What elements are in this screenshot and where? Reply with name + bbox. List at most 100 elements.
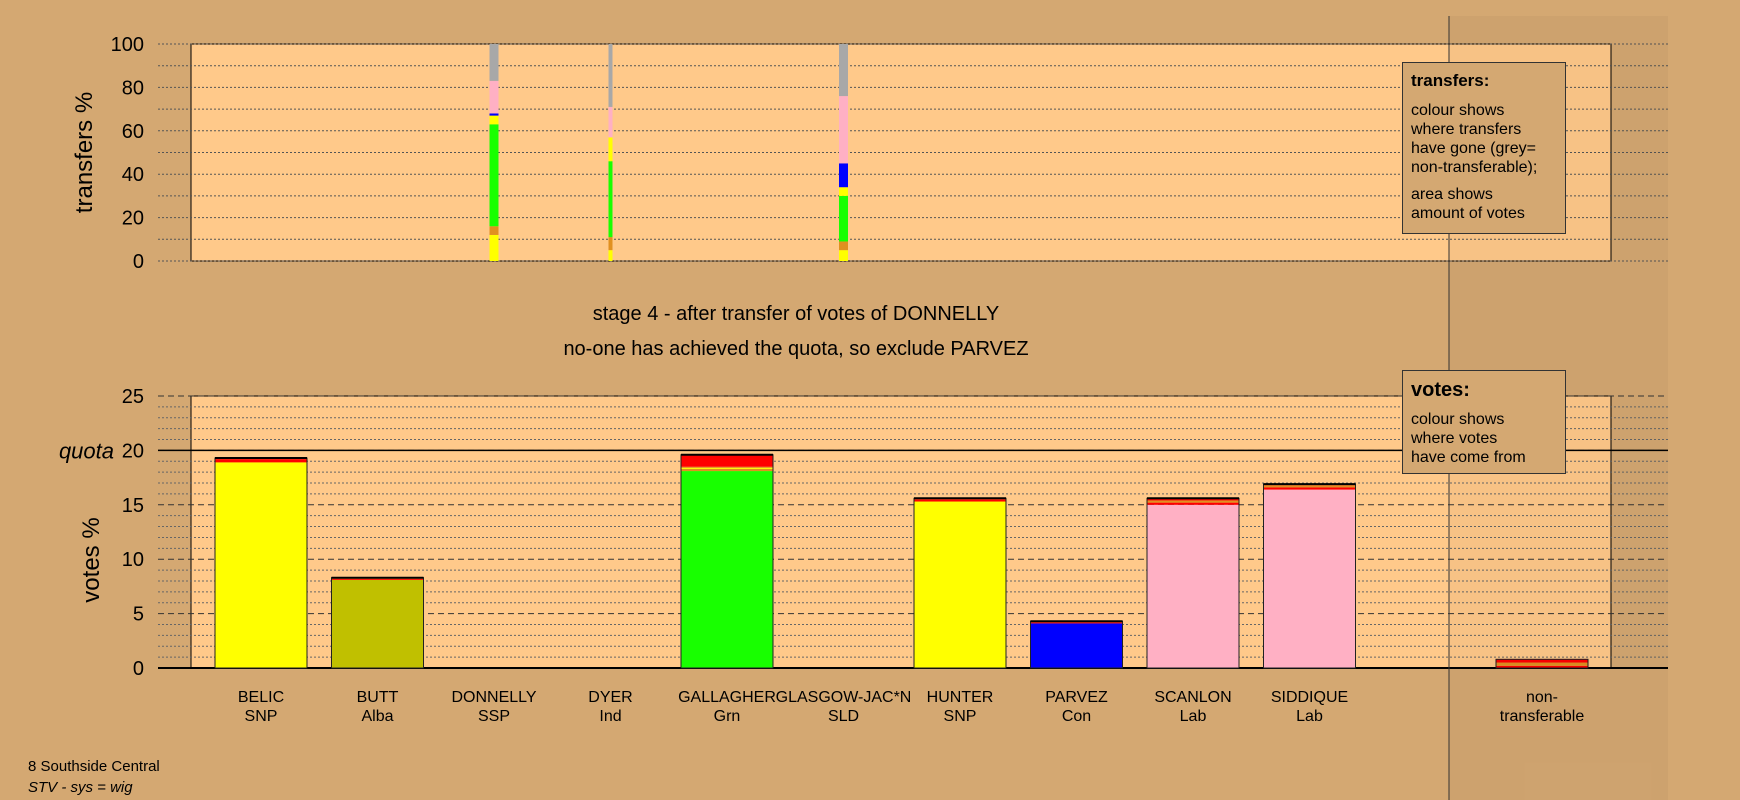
transfer-segment xyxy=(839,96,848,164)
candidate-party-label: Alba xyxy=(361,708,393,725)
transfer-segment xyxy=(608,44,613,107)
candidate-name-label: SCANLON xyxy=(1154,689,1231,706)
candidate-party-label: Grn xyxy=(714,708,741,725)
transfer-segment xyxy=(489,234,499,261)
transfer-segment xyxy=(489,226,499,235)
vote-bar-segment xyxy=(1263,489,1356,668)
votes-legend-title: votes: xyxy=(1411,379,1470,401)
transfers-y-tick-label: 100 xyxy=(111,34,144,56)
transfer-segment xyxy=(608,237,613,251)
non-transferable-label: non- xyxy=(1526,689,1558,706)
vote-bar-segment xyxy=(681,471,773,668)
candidate-name-label: HUNTER xyxy=(927,689,994,706)
vote-bar-segment xyxy=(1147,504,1239,668)
votes-legend: votes: colour shows where votes have com… xyxy=(1402,370,1566,474)
votes-y-tick-label: 10 xyxy=(122,549,144,571)
candidate-name-label: GALLAGHER xyxy=(678,689,776,706)
votes-y-axis-label: votes % xyxy=(78,517,105,602)
transfer-segment xyxy=(839,44,848,97)
transfers-y-tick-label: 0 xyxy=(133,251,144,273)
transfer-segment xyxy=(489,113,499,116)
candidate-party-label: SNP xyxy=(944,708,977,725)
non-transferable-segment xyxy=(1496,659,1588,663)
transfer-segment xyxy=(608,137,613,162)
transfer-segment xyxy=(489,80,499,114)
quota-label: quota xyxy=(59,438,114,463)
transfers-y-tick-label: 40 xyxy=(122,164,144,186)
candidate-party-label: SNP xyxy=(245,708,278,725)
transfers-y-tick-label: 20 xyxy=(122,208,144,230)
vote-bar-segment xyxy=(1263,485,1356,488)
transfers-legend-line: where transfers xyxy=(1411,121,1522,138)
votes-legend-line: colour shows xyxy=(1411,411,1505,428)
transfers-legend-line: non-transferable); xyxy=(1411,159,1538,176)
vote-bar-segment xyxy=(1030,622,1123,624)
transfers-y-tick-label: 80 xyxy=(122,77,144,99)
vote-bar-segment xyxy=(1263,487,1356,490)
candidate-party-label: Ind xyxy=(599,708,621,725)
candidate-party-label: SLD xyxy=(828,708,859,725)
non-transferable-label: transferable xyxy=(1500,708,1585,725)
vote-bar-segment xyxy=(914,499,1006,502)
candidate-name-label: SIDDIQUE xyxy=(1271,689,1348,706)
candidate-party-label: SSP xyxy=(478,708,510,725)
non-transferable-segment xyxy=(1496,662,1588,666)
candidate-name-label: BUTT xyxy=(357,689,399,706)
transfers-legend-line: amount of votes xyxy=(1411,205,1525,222)
vote-bar-segment xyxy=(1147,500,1239,503)
candidate-name-label: DONNELLY xyxy=(451,689,536,706)
transfers-y-tick-label: 60 xyxy=(122,121,144,143)
votes-legend-line: have come from xyxy=(1411,449,1526,466)
transfer-segment xyxy=(839,241,848,251)
candidate-name-label: PARVEZ xyxy=(1045,689,1108,706)
votes-y-tick-label: 0 xyxy=(133,658,144,680)
vote-bar-segment xyxy=(681,467,773,469)
transfers-y-axis-label: transfers % xyxy=(71,92,98,213)
non-transferable-segment xyxy=(1496,665,1588,668)
votes-y-tick-label: 5 xyxy=(133,604,144,626)
transfers-legend-line: have gone (grey= xyxy=(1411,140,1536,157)
vote-bar-segment xyxy=(331,579,424,668)
votes-y-tick-label: 15 xyxy=(122,495,144,517)
vote-bar-segment xyxy=(914,501,1006,668)
vote-bar-segment xyxy=(1147,502,1239,505)
vote-bar-segment xyxy=(215,462,307,668)
transfer-segment xyxy=(839,250,848,261)
vote-bar-segment xyxy=(681,468,773,472)
transfers-legend: transfers: colour shows where transfers … xyxy=(1402,62,1566,234)
votes-legend-line: where votes xyxy=(1411,430,1498,447)
votes-y-tick-label: 20 xyxy=(122,440,144,462)
vote-bar-segment xyxy=(215,459,307,463)
vote-bar-segment xyxy=(681,454,773,467)
vote-bar-segment xyxy=(331,578,424,580)
candidate-name-label: GLASGOW-JAC*N xyxy=(776,689,912,706)
transfer-segment xyxy=(608,161,613,238)
transfers-legend-title: transfers: xyxy=(1411,71,1490,90)
transfer-segment xyxy=(839,187,848,196)
transfer-segment xyxy=(489,115,499,125)
constituency-label: 8 Southside Central xyxy=(28,758,160,775)
system-label: STV - sys = wig xyxy=(28,779,133,796)
transfer-segment xyxy=(489,44,499,81)
candidate-party-label: Con xyxy=(1062,708,1091,725)
candidate-party-label: Lab xyxy=(1180,708,1207,725)
votes-y-tick-label: 25 xyxy=(122,386,144,408)
candidate-name-label: DYER xyxy=(588,689,632,706)
vote-bar-segment xyxy=(1147,498,1239,501)
transfer-segment xyxy=(489,124,499,227)
non-transferable-bar xyxy=(1495,658,1589,669)
transfer-segment xyxy=(839,163,848,188)
transfers-legend-line: area shows xyxy=(1411,186,1493,203)
transfers-legend-line: colour shows xyxy=(1411,102,1505,119)
stage-line-2: no-one has achieved the quota, so exclud… xyxy=(563,338,1028,360)
candidate-name-label: BELIC xyxy=(238,689,284,706)
candidate-party-label: Lab xyxy=(1296,708,1323,725)
transfer-segment xyxy=(839,195,848,242)
stage-line-1: stage 4 - after transfer of votes of DON… xyxy=(593,303,999,325)
transfer-segment xyxy=(608,250,613,261)
vote-bar-segment xyxy=(1030,623,1123,668)
vote-bar-segment xyxy=(681,466,773,468)
votes-plot-area xyxy=(190,395,1612,669)
transfer-segment xyxy=(608,106,613,138)
